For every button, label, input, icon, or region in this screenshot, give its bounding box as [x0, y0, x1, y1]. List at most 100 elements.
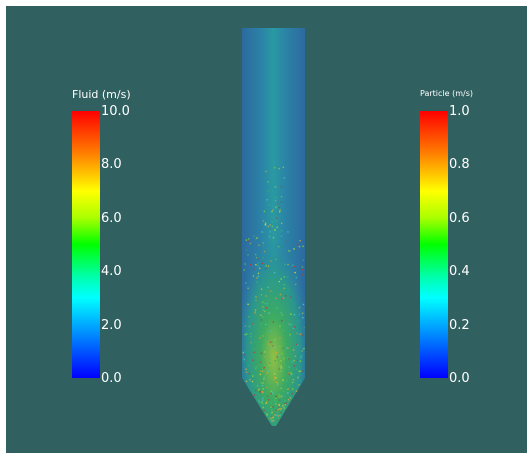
particle-speck — [282, 330, 284, 332]
particle-speck — [276, 376, 278, 378]
particle-speck — [274, 373, 276, 375]
particle-speck — [245, 371, 248, 373]
particle-speck — [260, 314, 262, 316]
particle-speck — [271, 211, 273, 213]
particle-speck — [269, 364, 271, 367]
particle-speck — [262, 399, 264, 401]
particle-speck — [298, 320, 301, 323]
particle-speck — [299, 379, 302, 381]
particle-speck — [256, 281, 258, 283]
particle-speck — [255, 238, 257, 240]
render-viewport[interactable]: Fluid (m/s) 10.0 8.0 6.0 4.0 2.0 0.0 Particle… — [6, 6, 527, 453]
particle-legend-tick: 0.4 — [449, 264, 470, 280]
particle-colorbar — [420, 111, 448, 378]
particle-speck — [249, 264, 252, 266]
particle-speck — [264, 356, 266, 358]
particle-speck — [261, 344, 264, 347]
particle-speck — [275, 409, 277, 412]
particle-speck — [283, 380, 285, 382]
particle-speck — [274, 338, 276, 341]
particle-speck — [267, 204, 270, 206]
particle-speck — [268, 399, 270, 401]
particle-speck — [250, 336, 252, 338]
particle-speck — [287, 399, 290, 401]
particle-speck — [265, 265, 267, 267]
particle-speck — [286, 388, 288, 390]
particle-speck — [280, 201, 283, 203]
particle-speck — [270, 416, 273, 418]
particle-speck — [256, 385, 259, 387]
particle-speck — [267, 301, 270, 303]
particle-speck — [289, 250, 292, 252]
particle-speck — [301, 350, 303, 352]
particle-speck — [248, 238, 250, 240]
particle-speck — [252, 275, 255, 277]
particle-speck — [302, 259, 304, 261]
particle-speck — [282, 390, 285, 392]
particle-speck — [272, 391, 274, 394]
particle-speck — [275, 297, 277, 300]
particle-speck — [247, 240, 249, 242]
particle-speck — [257, 262, 259, 264]
particle-speck — [276, 226, 278, 229]
particle-speck — [272, 416, 275, 418]
particle-speck — [284, 403, 286, 406]
particle-speck — [264, 351, 266, 353]
particle-speck — [303, 347, 305, 350]
particle-speck — [258, 400, 260, 402]
particle-speck — [292, 378, 295, 381]
particle-speck — [302, 245, 304, 247]
particle-speck — [296, 368, 298, 370]
particle-speck — [266, 303, 268, 305]
particle-speck — [271, 225, 273, 228]
particle-speck — [263, 302, 266, 305]
particle-speck — [271, 419, 273, 421]
particle-speck — [295, 343, 298, 346]
particle-speck — [282, 379, 284, 381]
particle-speck — [259, 337, 261, 339]
particle-speck — [283, 287, 285, 289]
particle-speck — [262, 406, 264, 409]
particle-speck — [279, 414, 281, 417]
particle-speck — [282, 297, 285, 299]
particle-speck — [298, 370, 300, 373]
particle-speck — [254, 312, 256, 314]
particle-speck — [277, 359, 280, 361]
particle-speck — [294, 326, 296, 328]
particle-speck — [277, 415, 280, 417]
particle-speck — [259, 401, 261, 404]
particle-speck — [284, 276, 286, 278]
particle-speck — [299, 240, 301, 242]
particle-speck — [296, 243, 299, 245]
particle-speck — [263, 376, 265, 378]
particle-speck — [298, 245, 301, 248]
particle-speck — [270, 341, 272, 343]
particle-speck — [302, 274, 304, 276]
particle-speck — [270, 390, 272, 392]
particle-speck — [258, 267, 261, 270]
particle-speck — [252, 348, 254, 350]
particle-speck — [282, 405, 284, 407]
particle-speck — [260, 382, 263, 384]
particle-speck — [288, 323, 290, 325]
particle-speck — [243, 269, 245, 271]
particle-speck — [278, 167, 280, 170]
particle-speck — [298, 306, 301, 309]
particle-speck — [250, 341, 252, 344]
particle-speck — [275, 220, 278, 222]
particle-speck — [258, 244, 260, 246]
particle-speck — [276, 381, 278, 383]
particle-speck — [262, 242, 264, 244]
particle-speck — [268, 312, 270, 314]
particle-speck — [285, 241, 287, 243]
particle-speck — [280, 229, 283, 232]
particle-speck — [247, 287, 249, 289]
particle-speck — [303, 326, 305, 329]
particle-speck — [276, 216, 278, 218]
particle-speck — [245, 239, 248, 241]
particle-speck — [261, 325, 263, 328]
particle-speck — [280, 408, 282, 411]
particle-speck — [287, 288, 289, 290]
particle-speck — [271, 412, 273, 414]
particle-speck — [250, 362, 253, 364]
